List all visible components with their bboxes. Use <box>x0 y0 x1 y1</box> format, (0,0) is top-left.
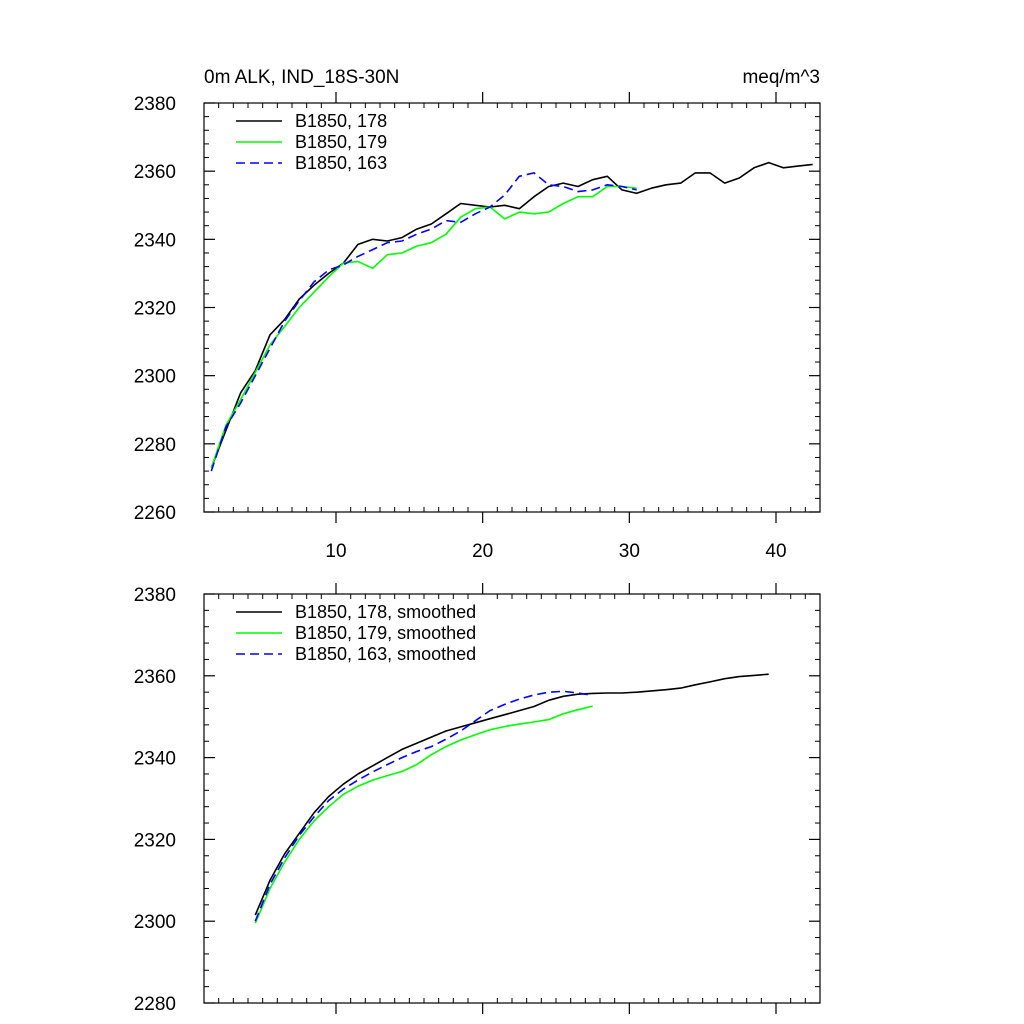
y-tick-label: 2380 <box>134 94 176 115</box>
series-line-179 <box>254 705 593 924</box>
y-tick-label: 2340 <box>134 749 176 770</box>
panel-top: 10 20 30 40 2260 2280 2300 2320 2340 2360 2380 B185… <box>134 92 821 562</box>
y-tick-label: 2320 <box>134 299 176 320</box>
x-tick-label: 10 <box>325 541 346 562</box>
series-line-163 <box>210 172 637 472</box>
legend-label: B1850, 163, smoothed <box>295 644 476 664</box>
chart-title-left: 0m ALK, IND_18S-30N <box>204 67 399 88</box>
legend-label: B1850, 178 <box>295 111 387 131</box>
legend-label: B1850, 179, smoothed <box>295 623 476 643</box>
y-tick-label: 2360 <box>134 667 176 688</box>
y-tick-label: 2380 <box>134 585 176 606</box>
y-tick-label: 2280 <box>134 994 176 1015</box>
series-line-178 <box>210 161 813 468</box>
y-tick-label: 2320 <box>134 830 176 851</box>
series-line-178 <box>254 673 769 916</box>
x-tick-label: 20 <box>472 541 493 562</box>
x-tick-label: 40 <box>765 541 786 562</box>
series-line-163 <box>254 690 593 922</box>
chart-units-label: meq/m^3 <box>742 67 820 88</box>
panel-bottom: 2280 2300 2320 2340 2360 2380 B1850, 178, smoo… <box>134 583 821 1015</box>
legend-label: B1850, 178, smoothed <box>295 602 476 622</box>
y-tick-label: 2340 <box>134 230 176 251</box>
y-tick-label: 2300 <box>134 367 176 388</box>
legend-label: B1850, 163 <box>295 153 387 173</box>
x-tick-label: 30 <box>619 541 640 562</box>
series-line-179 <box>210 185 637 468</box>
y-tick-label: 2280 <box>134 435 176 456</box>
y-tick-label: 2260 <box>134 503 176 524</box>
legend-label: B1850, 179 <box>295 132 387 152</box>
y-tick-label: 2360 <box>134 162 176 183</box>
y-tick-label: 2300 <box>134 912 176 933</box>
